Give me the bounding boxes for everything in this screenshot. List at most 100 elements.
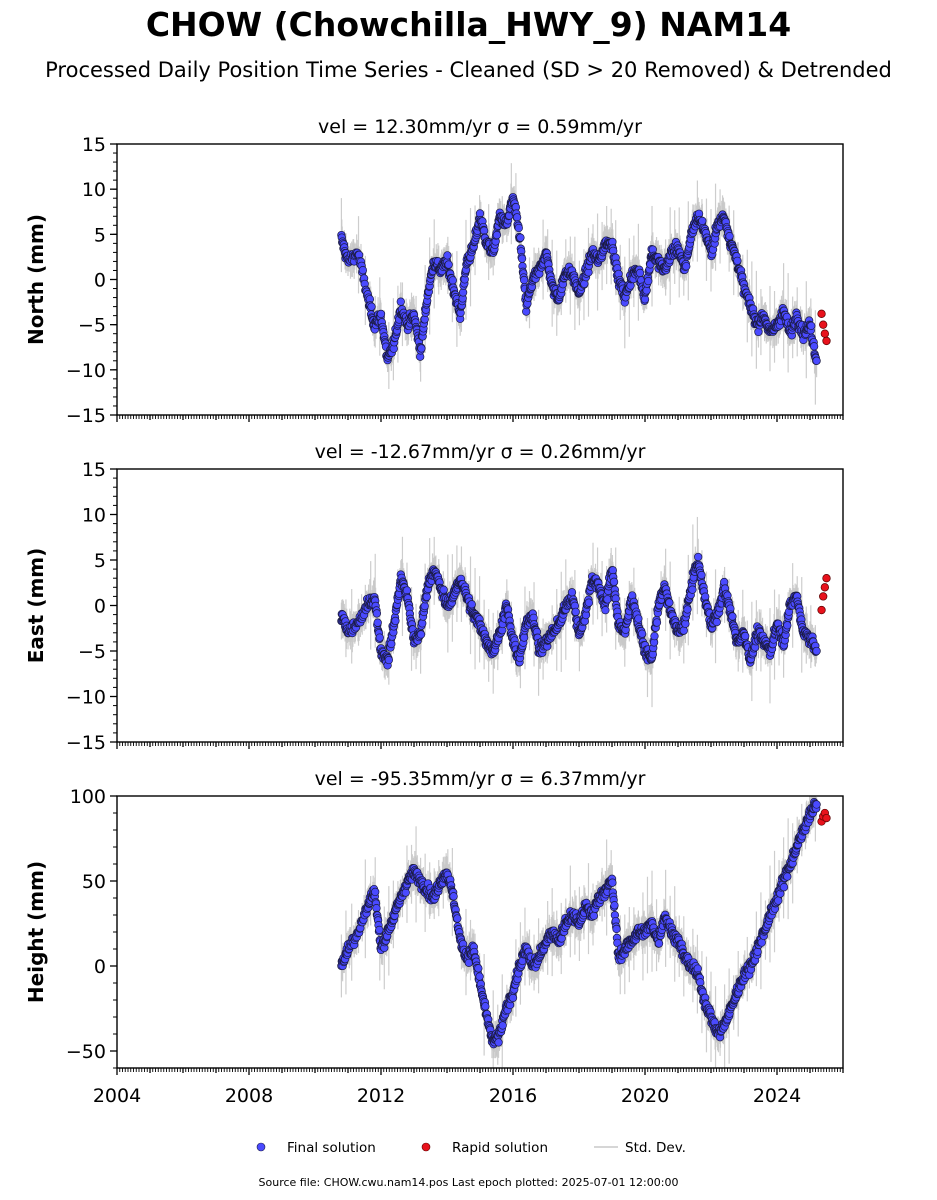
final-solution-point — [679, 626, 688, 635]
figure-subtitle: Processed Daily Position Time Series - C… — [45, 58, 892, 82]
y-tick-label: −10 — [66, 687, 106, 709]
final-solution-point — [644, 276, 653, 286]
figure-title: CHOW (Chowchilla_HWY_9) NAM14 — [145, 5, 792, 44]
final-solution-point — [384, 655, 393, 665]
final-solution-point — [358, 266, 368, 275]
final-solution-point — [519, 633, 529, 642]
final-solution-point — [601, 605, 610, 615]
final-solution-point — [634, 614, 643, 623]
final-solution-point — [712, 617, 721, 627]
y-tick-label: −5 — [78, 641, 106, 663]
rapid-solution-point — [820, 583, 829, 592]
rapid-solution-point — [819, 320, 828, 329]
final-solution-point — [417, 344, 426, 353]
final-solution-point — [571, 607, 580, 617]
final-solution-point — [376, 309, 386, 319]
final-solution-point — [701, 592, 710, 601]
final-solution-point — [443, 251, 452, 260]
final-solution-point — [783, 621, 792, 630]
final-solution-point — [682, 262, 691, 271]
final-solution-point — [694, 552, 703, 562]
final-solution-point — [418, 619, 427, 628]
y-axis-ticks: −15 −10 −5 0 5 10 15 — [66, 134, 117, 427]
y-axis-ticks: −15 −10 −5 0 5 10 15 — [66, 459, 117, 754]
final-solution-point — [375, 633, 384, 642]
final-solution-point — [812, 646, 821, 656]
y-tick-label: 15 — [82, 459, 106, 481]
final-solution-point — [372, 609, 382, 618]
final-solution-point — [637, 629, 647, 638]
y-tick-label: 0 — [94, 270, 106, 292]
final-solution-point — [517, 254, 527, 263]
final-solution-point — [439, 585, 448, 594]
x-axis-ticks — [116, 742, 844, 749]
final-solution-point — [812, 356, 821, 365]
final-solution-point — [458, 288, 468, 297]
final-solution-point — [567, 588, 577, 597]
x-axis-ticks — [116, 415, 844, 422]
final-solution-point — [367, 302, 376, 311]
final-solution-point — [391, 616, 400, 626]
y-tick-label: 10 — [82, 505, 106, 527]
rapid-solution-points — [817, 309, 831, 346]
final-solution-point — [603, 595, 612, 604]
y-axis-label: East (mm) — [24, 548, 48, 664]
final-solution-point — [741, 631, 750, 641]
final-solution-point — [514, 223, 523, 233]
final-solution-point — [683, 605, 692, 614]
final-solution-point — [519, 275, 529, 285]
panel-title: vel = -12.67mm/yr σ = 0.26mm/yr — [315, 441, 646, 463]
final-solution-point — [420, 601, 429, 611]
rapid-solution-point — [819, 592, 828, 601]
y-tick-label: 10 — [82, 179, 106, 201]
final-solution-point — [416, 630, 426, 639]
rapid-solution-point — [820, 329, 829, 338]
final-solution-point — [809, 342, 819, 351]
rapid-solution-point — [817, 309, 826, 318]
rapid-solution-point — [822, 574, 831, 583]
rapid-solution-points — [817, 574, 831, 615]
final-solution-points — [337, 193, 821, 365]
final-solution-point — [467, 600, 476, 609]
panel-title: vel = 12.30mm/yr σ = 0.59mm/yr — [318, 116, 642, 138]
y-axis-label: North (mm) — [24, 214, 48, 345]
final-solution-point — [387, 639, 396, 649]
final-solution-point — [698, 216, 707, 226]
y-tick-label: −5 — [78, 315, 106, 337]
final-solution-point — [479, 226, 489, 235]
y-tick-label: 5 — [94, 224, 106, 246]
panel-1: vel = 12.30mm/yr σ = 0.59mm/yr North (mm)… — [24, 116, 844, 427]
final-solution-point — [492, 230, 502, 240]
final-solution-point — [512, 213, 522, 222]
final-solution-point — [728, 612, 737, 621]
final-solution-point — [635, 268, 645, 278]
final-solution-point — [697, 570, 706, 580]
rapid-solution-point — [822, 336, 831, 346]
final-solution-point — [448, 276, 457, 285]
final-solution-point — [640, 295, 650, 304]
panel-2: vel = -12.67mm/yr σ = 0.26mm/yr East (mm)… — [24, 441, 844, 754]
final-solution-point — [396, 297, 405, 306]
final-solution-point — [584, 598, 594, 607]
final-solution-point — [650, 631, 659, 641]
final-solution-point — [754, 327, 763, 337]
y-tick-label: 0 — [94, 596, 106, 618]
final-solution-point — [516, 233, 525, 242]
final-solution-point — [665, 598, 674, 607]
final-solution-point — [444, 260, 453, 269]
final-solution-point — [733, 256, 742, 265]
y-tick-label: 5 — [94, 550, 106, 572]
y-tick-label: 15 — [82, 134, 106, 156]
final-solution-point — [608, 566, 617, 575]
y-tick-label: −15 — [66, 405, 106, 427]
y-tick-label: −10 — [66, 360, 106, 382]
final-solution-point — [652, 618, 662, 627]
final-solution-point — [688, 585, 697, 594]
final-solution-point — [609, 577, 619, 586]
rapid-solution-point — [817, 605, 826, 615]
final-solution-point — [373, 618, 382, 627]
final-solution-point — [725, 232, 734, 241]
y-tick-label: −15 — [66, 732, 106, 754]
final-solution-point — [807, 321, 816, 330]
